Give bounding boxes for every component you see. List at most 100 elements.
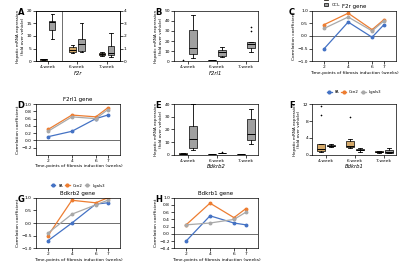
Text: C: C xyxy=(289,8,295,17)
Lgals3 xyxy=(70,213,74,216)
FA xyxy=(46,135,50,138)
Lgals3 xyxy=(94,203,98,206)
Ccn2 xyxy=(105,196,110,199)
Text: E: E xyxy=(156,101,161,110)
Ccn2 xyxy=(208,202,212,205)
Ccn2 xyxy=(370,28,374,31)
PathPatch shape xyxy=(327,145,335,146)
X-axis label: F2rl1: F2rl1 xyxy=(209,71,223,76)
Y-axis label: Hepatic mRNA expression
(fold over vehicle): Hepatic mRNA expression (fold over vehic… xyxy=(154,103,163,156)
Line: FA: FA xyxy=(47,114,109,138)
PathPatch shape xyxy=(70,47,76,52)
Ccn2 xyxy=(94,115,98,119)
Ccn2 xyxy=(46,128,50,131)
Y-axis label: Correlation coefficient: Correlation coefficient xyxy=(16,105,20,154)
Y-axis label: Correlation coefficient: Correlation coefficient xyxy=(154,199,158,247)
Ccn2 xyxy=(46,234,50,237)
Lgals3 xyxy=(208,221,212,225)
PathPatch shape xyxy=(179,153,187,154)
Line: Ccn2: Ccn2 xyxy=(47,107,109,131)
Lgals3 xyxy=(382,19,386,22)
FA xyxy=(94,117,98,120)
Text: F: F xyxy=(289,101,294,110)
Text: G: G xyxy=(18,195,24,204)
Lgals3 xyxy=(322,27,327,30)
Ccn2 xyxy=(105,106,110,109)
Ccn2 xyxy=(70,113,74,117)
Ccn2 xyxy=(232,216,236,219)
PathPatch shape xyxy=(356,149,364,150)
Y-axis label: Hepatic mRNA expression
(fold over vehicle): Hepatic mRNA expression (fold over vehic… xyxy=(154,9,163,62)
Title: F2rl1 gene: F2rl1 gene xyxy=(63,97,92,103)
Lgals3 xyxy=(46,130,50,133)
Lgals3 xyxy=(105,108,110,111)
Text: A: A xyxy=(18,8,24,17)
Line: Lgals3: Lgals3 xyxy=(323,16,385,32)
Line: Lgals3: Lgals3 xyxy=(185,211,247,226)
Lgals3 xyxy=(346,15,350,19)
PathPatch shape xyxy=(78,38,85,51)
PathPatch shape xyxy=(247,42,255,48)
Line: FA: FA xyxy=(323,21,385,50)
Line: FA: FA xyxy=(47,202,109,242)
PathPatch shape xyxy=(346,141,354,147)
Lgals3 xyxy=(232,218,236,221)
PathPatch shape xyxy=(218,50,226,56)
FA xyxy=(105,201,110,205)
Title: Bdkrb1 gene: Bdkrb1 gene xyxy=(198,191,234,196)
Ccn2 xyxy=(94,201,98,205)
Title: Bdkrb2 gene: Bdkrb2 gene xyxy=(60,191,96,196)
Lgals3 xyxy=(70,115,74,119)
Legend: FA, Ccn2, Lgals3: FA, Ccn2, Lgals3 xyxy=(49,182,106,189)
PathPatch shape xyxy=(218,153,226,154)
PathPatch shape xyxy=(317,144,325,151)
Y-axis label: Correlation coefficient: Correlation coefficient xyxy=(292,12,296,60)
X-axis label: Time-points of fibrosis induction (weeks): Time-points of fibrosis induction (weeks… xyxy=(310,71,398,75)
Lgals3 xyxy=(370,29,374,33)
PathPatch shape xyxy=(385,150,393,153)
FA xyxy=(346,21,350,24)
Ccn2 xyxy=(244,207,248,210)
PathPatch shape xyxy=(247,119,255,140)
FA xyxy=(105,113,110,117)
Ccn2 xyxy=(322,23,327,26)
FA xyxy=(70,221,74,225)
X-axis label: Time-points of fibrosis induction (weeks): Time-points of fibrosis induction (weeks… xyxy=(172,258,260,262)
Line: Ccn2: Ccn2 xyxy=(323,12,385,31)
PathPatch shape xyxy=(99,53,106,55)
FA xyxy=(232,221,236,225)
Line: Ccn2: Ccn2 xyxy=(47,197,109,237)
Y-axis label: Hepatic mRNA expression
(fold over vehicle): Hepatic mRNA expression (fold over vehic… xyxy=(16,9,25,62)
Ccn2 xyxy=(346,11,350,15)
Lgals3 xyxy=(105,199,110,202)
Ccn2 xyxy=(184,223,188,226)
Title: F2r gene: F2r gene xyxy=(342,4,366,9)
PathPatch shape xyxy=(40,59,47,60)
Lgals3 xyxy=(184,223,188,226)
FA xyxy=(370,36,374,39)
PathPatch shape xyxy=(189,30,197,54)
X-axis label: F2r: F2r xyxy=(74,71,82,76)
Lgals3 xyxy=(46,231,50,235)
FA xyxy=(244,223,248,226)
Line: Lgals3: Lgals3 xyxy=(47,108,109,132)
FA xyxy=(382,23,386,26)
Ccn2 xyxy=(382,18,386,21)
PathPatch shape xyxy=(189,126,197,148)
Legend: Vehicle, CCl₄: Vehicle, CCl₄ xyxy=(322,0,348,9)
PathPatch shape xyxy=(49,21,56,30)
FA xyxy=(322,47,327,50)
FA xyxy=(70,130,74,133)
Text: B: B xyxy=(156,8,162,17)
FA xyxy=(46,239,50,242)
Legend: FA, Ccn2, Lgals3: FA, Ccn2, Lgals3 xyxy=(326,89,383,96)
Y-axis label: Hepatic mRNA expression
(fold over vehicle): Hepatic mRNA expression (fold over vehic… xyxy=(293,103,301,156)
Ccn2 xyxy=(70,199,74,202)
FA xyxy=(94,202,98,206)
Lgals3 xyxy=(94,117,98,120)
X-axis label: Bdkrb1: Bdkrb1 xyxy=(345,164,364,169)
Y-axis label: Correlation coefficient: Correlation coefficient xyxy=(16,199,20,247)
Text: H: H xyxy=(156,195,162,204)
Line: Lgals3: Lgals3 xyxy=(47,199,109,234)
X-axis label: Time-points of fibrosis induction (weeks): Time-points of fibrosis induction (weeks… xyxy=(34,258,122,262)
